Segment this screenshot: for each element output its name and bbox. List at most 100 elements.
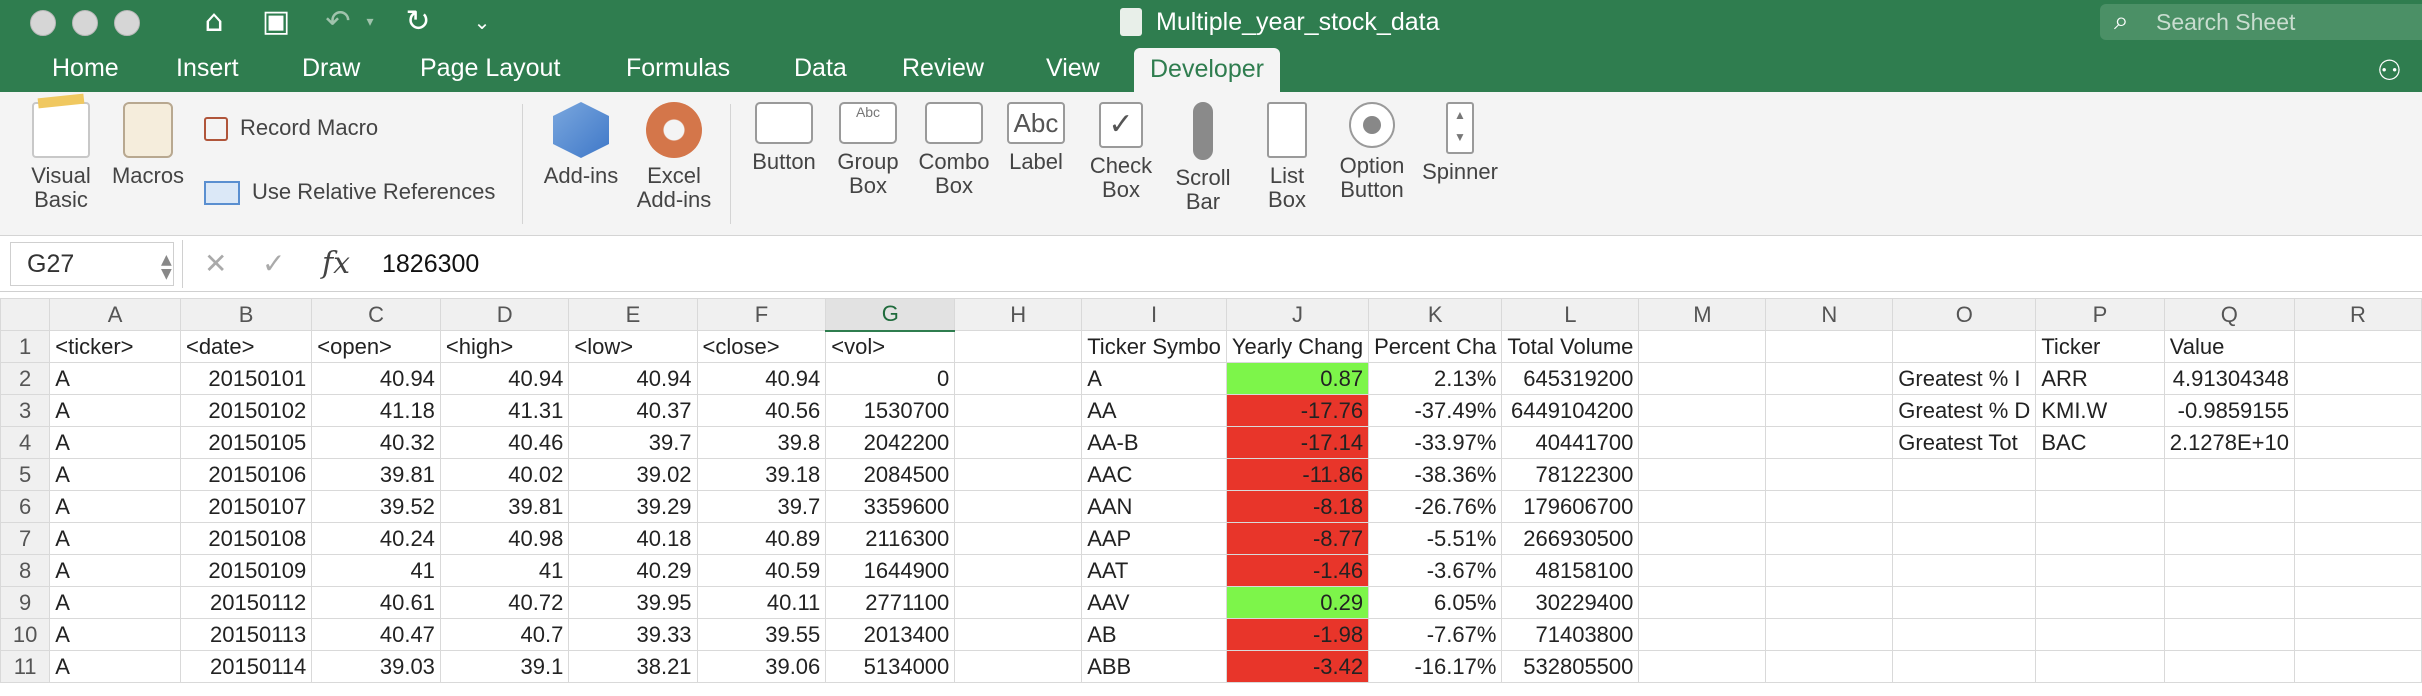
cell-g5[interactable]: 2084500 bbox=[825, 458, 956, 491]
cell-r9[interactable] bbox=[2294, 586, 2422, 619]
cell-p10[interactable] bbox=[2035, 618, 2165, 651]
cell-q8[interactable] bbox=[2163, 554, 2296, 587]
cell-d8[interactable]: 41 bbox=[439, 554, 570, 587]
cell-f10[interactable]: 39.55 bbox=[696, 618, 827, 651]
cell-c4[interactable]: 40.32 bbox=[311, 426, 441, 459]
cell-c3[interactable]: 41.18 bbox=[311, 394, 441, 427]
cell-e6[interactable]: 39.29 bbox=[568, 490, 698, 523]
cell-r1[interactable] bbox=[2294, 330, 2422, 363]
cell-e2[interactable]: 40.94 bbox=[568, 362, 698, 395]
add-person-icon[interactable]: ⚇ bbox=[2376, 54, 2402, 87]
cell-f7[interactable]: 40.89 bbox=[696, 522, 827, 555]
cell-j6[interactable]: -8.18 bbox=[1225, 490, 1370, 523]
save-icon[interactable]: ▣ bbox=[261, 4, 291, 39]
cell-h4[interactable] bbox=[954, 426, 1083, 459]
add-ins-button[interactable]: Add-ins bbox=[540, 102, 622, 188]
cell-h7[interactable] bbox=[954, 522, 1083, 555]
cell-l9[interactable]: 30229400 bbox=[1501, 586, 1640, 619]
tab-view[interactable]: View bbox=[1046, 54, 1100, 82]
cell-b2[interactable]: 20150101 bbox=[179, 362, 313, 395]
cell-o2[interactable]: Greatest % I bbox=[1892, 362, 2037, 395]
column-header-d[interactable]: D bbox=[439, 298, 570, 331]
column-header-n[interactable]: N bbox=[1765, 298, 1894, 331]
cell-b11[interactable]: 20150114 bbox=[179, 650, 313, 683]
cell-o1[interactable] bbox=[1892, 330, 2037, 363]
column-header-b[interactable]: B bbox=[179, 298, 313, 331]
select-all-corner[interactable] bbox=[0, 298, 51, 331]
cell-p8[interactable] bbox=[2035, 554, 2165, 587]
customize-toolbar-icon[interactable]: ⌄ bbox=[473, 10, 491, 34]
cell-p9[interactable] bbox=[2035, 586, 2165, 619]
cell-a5[interactable]: A bbox=[49, 458, 181, 491]
home-icon[interactable]: ⌂ bbox=[204, 4, 224, 39]
close-window-button[interactable] bbox=[30, 10, 56, 36]
column-header-r[interactable]: R bbox=[2294, 298, 2422, 331]
cell-b10[interactable]: 20150113 bbox=[179, 618, 313, 651]
cell-h5[interactable] bbox=[954, 458, 1083, 491]
spinner-control[interactable]: ▲ ▼ Spinner bbox=[1418, 102, 1502, 184]
cell-i3[interactable]: AA bbox=[1081, 394, 1227, 427]
cell-b7[interactable]: 20150108 bbox=[179, 522, 313, 555]
cell-l10[interactable]: 71403800 bbox=[1501, 618, 1640, 651]
cell-c9[interactable]: 40.61 bbox=[311, 586, 441, 619]
cell-q4[interactable]: 2.1278E+10 bbox=[2163, 426, 2296, 459]
cell-e11[interactable]: 38.21 bbox=[568, 650, 698, 683]
column-header-j[interactable]: J bbox=[1225, 298, 1370, 331]
cell-d11[interactable]: 39.1 bbox=[439, 650, 570, 683]
list-box-control[interactable]: List Box bbox=[1252, 102, 1322, 212]
cell-m5[interactable] bbox=[1638, 458, 1767, 491]
cell-g11[interactable]: 5134000 bbox=[825, 650, 956, 683]
label-control[interactable]: Abc Label bbox=[1002, 102, 1070, 174]
cell-g10[interactable]: 2013400 bbox=[825, 618, 956, 651]
check-box-control[interactable]: ✓ Check Box bbox=[1084, 102, 1158, 202]
cell-o4[interactable]: Greatest Tot bbox=[1892, 426, 2037, 459]
column-header-e[interactable]: E bbox=[568, 298, 698, 331]
cell-n2[interactable] bbox=[1765, 362, 1894, 395]
row-header[interactable]: 9 bbox=[0, 586, 51, 619]
column-header-o[interactable]: O bbox=[1892, 298, 2037, 331]
cell-c11[interactable]: 39.03 bbox=[311, 650, 441, 683]
cell-k3[interactable]: -37.49% bbox=[1368, 394, 1503, 427]
cell-o8[interactable] bbox=[1892, 554, 2037, 587]
cell-g7[interactable]: 2116300 bbox=[825, 522, 956, 555]
cell-f8[interactable]: 40.59 bbox=[696, 554, 827, 587]
column-header-a[interactable]: A bbox=[49, 298, 181, 331]
name-box[interactable]: G27 ▲ ▼ bbox=[10, 242, 174, 286]
cell-b1[interactable]: <date> bbox=[179, 330, 313, 363]
cell-l2[interactable]: 645319200 bbox=[1501, 362, 1640, 395]
cell-h10[interactable] bbox=[954, 618, 1083, 651]
cell-f9[interactable]: 40.11 bbox=[696, 586, 827, 619]
cell-l4[interactable]: 40441700 bbox=[1501, 426, 1640, 459]
cell-e7[interactable]: 40.18 bbox=[568, 522, 698, 555]
cell-n1[interactable] bbox=[1765, 330, 1894, 363]
cell-b4[interactable]: 20150105 bbox=[179, 426, 313, 459]
cell-p5[interactable] bbox=[2035, 458, 2165, 491]
row-header[interactable]: 7 bbox=[0, 522, 51, 555]
cell-m8[interactable] bbox=[1638, 554, 1767, 587]
cell-l8[interactable]: 48158100 bbox=[1501, 554, 1640, 587]
cell-p3[interactable]: KMI.W bbox=[2035, 394, 2165, 427]
cell-m9[interactable] bbox=[1638, 586, 1767, 619]
cell-h2[interactable] bbox=[954, 362, 1083, 395]
cell-k6[interactable]: -26.76% bbox=[1368, 490, 1503, 523]
cell-b9[interactable]: 20150112 bbox=[179, 586, 313, 619]
cell-c1[interactable]: <open> bbox=[311, 330, 441, 363]
cell-a10[interactable]: A bbox=[49, 618, 181, 651]
cell-q6[interactable] bbox=[2163, 490, 2296, 523]
combo-box-control[interactable]: Combo Box bbox=[914, 102, 994, 198]
cell-k9[interactable]: 6.05% bbox=[1368, 586, 1503, 619]
cell-h1[interactable] bbox=[954, 330, 1083, 363]
cell-k7[interactable]: -5.51% bbox=[1368, 522, 1503, 555]
tab-review[interactable]: Review bbox=[902, 54, 984, 82]
cell-i4[interactable]: AA-B bbox=[1081, 426, 1227, 459]
cell-n8[interactable] bbox=[1765, 554, 1894, 587]
cell-n4[interactable] bbox=[1765, 426, 1894, 459]
cell-d10[interactable]: 40.7 bbox=[439, 618, 570, 651]
cell-q11[interactable] bbox=[2163, 650, 2296, 683]
cell-g9[interactable]: 2771100 bbox=[825, 586, 956, 619]
tab-formulas[interactable]: Formulas bbox=[626, 54, 731, 82]
cell-p11[interactable] bbox=[2035, 650, 2165, 683]
tab-page-layout[interactable]: Page Layout bbox=[420, 54, 561, 82]
cell-e3[interactable]: 40.37 bbox=[568, 394, 698, 427]
cell-a11[interactable]: A bbox=[49, 650, 181, 683]
